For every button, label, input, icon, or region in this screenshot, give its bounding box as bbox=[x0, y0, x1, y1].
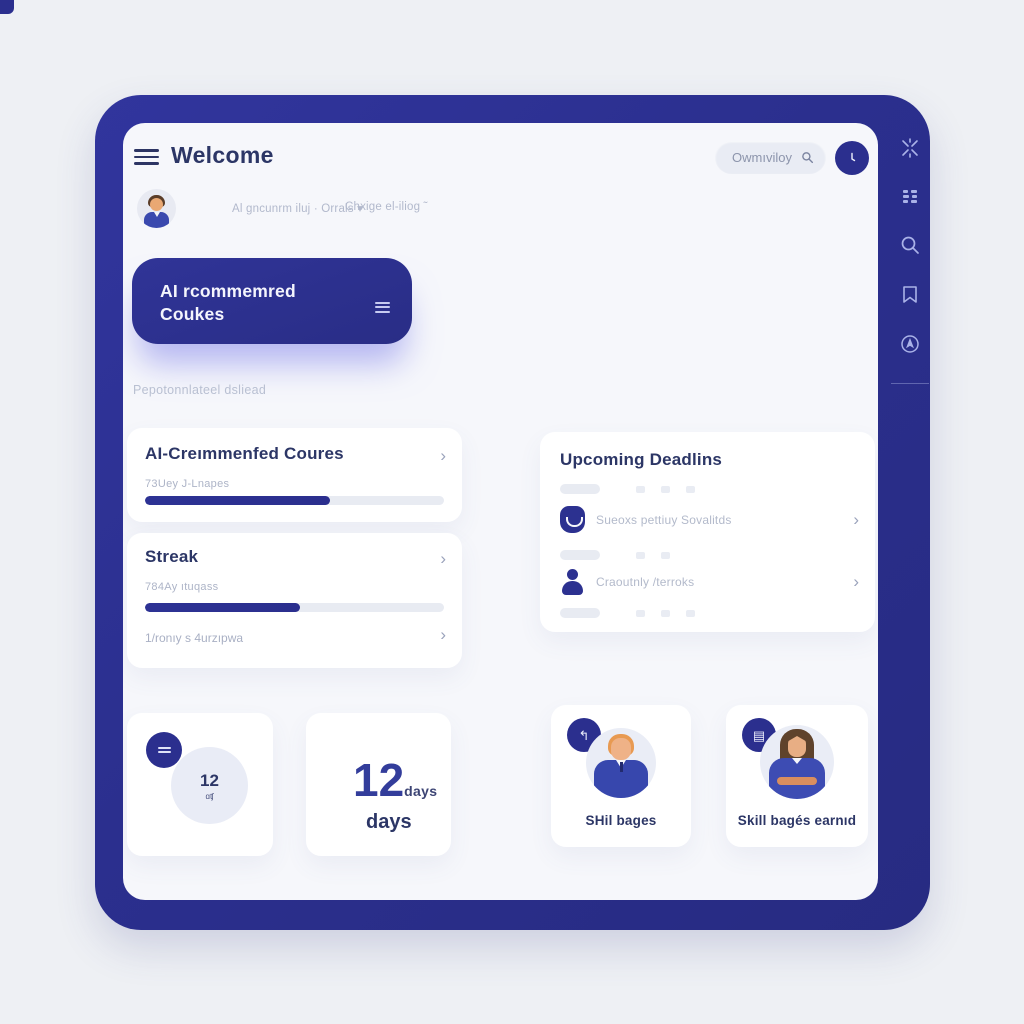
device-frame: Welcome Owmıviloy Al gncunrm iluj · Orra… bbox=[95, 95, 930, 930]
bag-icon bbox=[560, 506, 585, 533]
target-icon[interactable] bbox=[899, 333, 921, 355]
search-input[interactable]: Owmıviloy bbox=[715, 141, 826, 174]
banner-line-2: Coukes bbox=[160, 304, 225, 324]
streak-days-unit: days bbox=[404, 783, 438, 799]
streak-card[interactable]: Streak › 784Ay ıtuqass 1/ronıy s 4urzıpw… bbox=[127, 533, 462, 668]
deadline-item-label: Craoutnly /terroks bbox=[596, 575, 695, 589]
page-title: Welcome bbox=[171, 142, 274, 168]
skill-badges-earned-label: Skill bagés earnıd bbox=[737, 813, 857, 828]
female-avatar bbox=[760, 725, 834, 799]
skeleton-row bbox=[560, 484, 711, 494]
courses-progress-fill bbox=[145, 496, 331, 505]
profile-dropdown-2[interactable]: Chxige el-iliog ˜ bbox=[345, 201, 428, 213]
banner-line-1: AI rcommemred bbox=[160, 281, 296, 301]
male-avatar bbox=[586, 728, 656, 798]
deadlines-card-title: Upcoming Deadlins bbox=[560, 450, 723, 469]
chevron-right-icon[interactable]: › bbox=[853, 572, 859, 591]
deadline-item-label: Sueoxs pettiuy Sovalitds bbox=[596, 513, 732, 527]
streak-card-title: Streak bbox=[145, 547, 199, 566]
avatar[interactable] bbox=[137, 189, 176, 228]
streak-ring: 12 ɑʧ bbox=[171, 747, 248, 824]
courses-progress-track bbox=[145, 496, 444, 505]
courses-card-title: AI-Creımmenfed Coures bbox=[145, 444, 344, 463]
skeleton-row bbox=[560, 550, 686, 560]
main-panel: Welcome Owmıviloy Al gncunrm iluj · Orra… bbox=[123, 123, 878, 900]
streak-days-card[interactable]: 12days days bbox=[306, 713, 451, 856]
chevron-right-icon[interactable]: › bbox=[440, 446, 446, 465]
sidebar-divider bbox=[891, 383, 929, 384]
deadlines-card[interactable]: Upcoming Deadlins Sueoxs pettiuy Sovalit… bbox=[540, 432, 875, 632]
bookmark-icon[interactable] bbox=[899, 283, 921, 305]
streak-ring-value: 12 bbox=[200, 770, 219, 790]
streak-circle-card[interactable]: 12 ɑʧ bbox=[127, 713, 273, 856]
deadline-item[interactable]: Craoutnly /terroks › bbox=[560, 568, 859, 595]
streak-link[interactable]: 1/ronıy s 4urzıpwa bbox=[145, 631, 244, 645]
skill-badges-label: SHil bages bbox=[585, 813, 657, 828]
search-icon bbox=[802, 152, 814, 164]
streak-ring-unit: ɑʧ bbox=[205, 791, 214, 801]
grid-icon[interactable] bbox=[899, 185, 921, 207]
streak-days-value: 12days bbox=[353, 754, 438, 806]
streak-card-subtitle: 784Ay ıtuqass bbox=[145, 581, 219, 593]
person-icon bbox=[560, 568, 585, 595]
chevron-right-icon[interactable]: › bbox=[440, 625, 446, 644]
skill-badges-card[interactable]: ↰ SHil bages bbox=[551, 705, 691, 847]
chevron-right-icon[interactable]: › bbox=[853, 510, 859, 529]
skill-badges-earned-card[interactable]: ▤ Skill bagés earnıd bbox=[726, 705, 868, 847]
section-subtitle: Pepotonnlateel dsliead bbox=[133, 383, 267, 397]
deadline-item[interactable]: Sueoxs pettiuy Sovalitds › bbox=[560, 506, 859, 533]
menu-icon[interactable] bbox=[134, 149, 159, 165]
clock-button[interactable] bbox=[835, 141, 869, 175]
search-icon[interactable] bbox=[899, 234, 921, 256]
corner-decoration bbox=[0, 0, 14, 14]
courses-card[interactable]: AI-Creımmenfed Coures › 73Uey J-Lnapes bbox=[127, 428, 462, 522]
streak-progress-track bbox=[145, 603, 444, 612]
streak-progress-fill bbox=[145, 603, 301, 612]
search-value: Owmıviloy bbox=[732, 150, 792, 165]
courses-card-subtitle: 73Uey J-Lnapes bbox=[145, 478, 230, 490]
streak-days-label: days bbox=[366, 811, 412, 833]
menu-icon bbox=[146, 732, 182, 768]
ai-courses-banner[interactable]: AI rcommemred Coukes bbox=[132, 258, 412, 344]
banner-menu-icon[interactable] bbox=[375, 302, 390, 315]
skeleton-row bbox=[560, 608, 711, 618]
sparkle-icon[interactable] bbox=[899, 137, 921, 159]
profile-dropdown-1[interactable]: Al gncunrm iluj · Orrals ▾ bbox=[232, 203, 364, 215]
clock-icon bbox=[851, 152, 856, 162]
chevron-right-icon[interactable]: › bbox=[440, 549, 446, 568]
